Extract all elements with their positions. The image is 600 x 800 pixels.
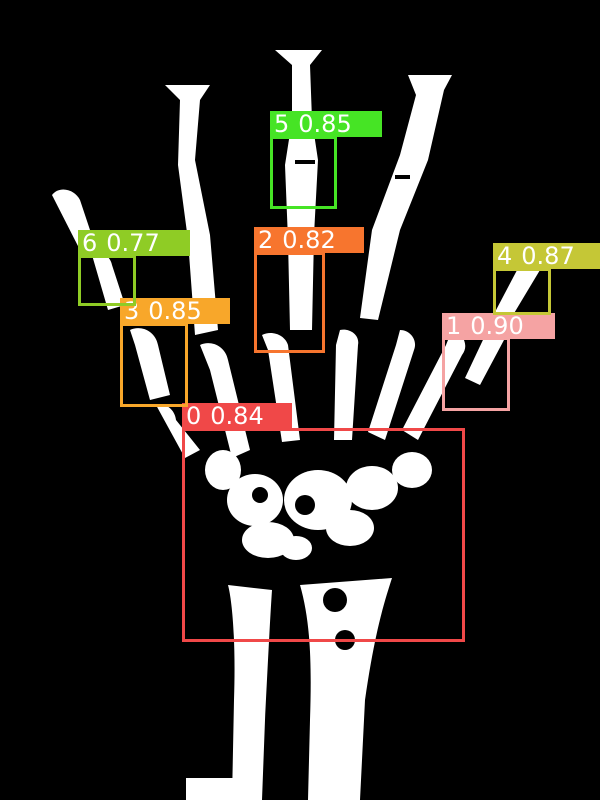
bbox-2[interactable] — [254, 252, 325, 353]
bbox-1[interactable] — [442, 337, 510, 411]
bbox-5[interactable] — [270, 136, 337, 209]
radius — [300, 578, 392, 800]
bbox-label-0: 0 0.84 — [182, 403, 292, 429]
bbox-6[interactable] — [78, 255, 136, 306]
bbox-3[interactable] — [120, 323, 188, 407]
bbox-label-1: 1 0.90 — [442, 313, 555, 339]
bbox-label-6: 6 0.77 — [78, 230, 190, 256]
bbox-0[interactable] — [182, 428, 465, 642]
splint — [186, 778, 236, 800]
ulna — [228, 585, 272, 800]
bbox-label-4: 4 0.87 — [493, 243, 600, 269]
bbox-label-2: 2 0.82 — [254, 227, 364, 253]
bbox-label-5: 5 0.85 — [270, 111, 382, 137]
bbox-label-3: 3 0.85 — [120, 298, 230, 324]
bbox-4[interactable] — [493, 268, 551, 315]
bone-shadows — [200, 160, 410, 650]
